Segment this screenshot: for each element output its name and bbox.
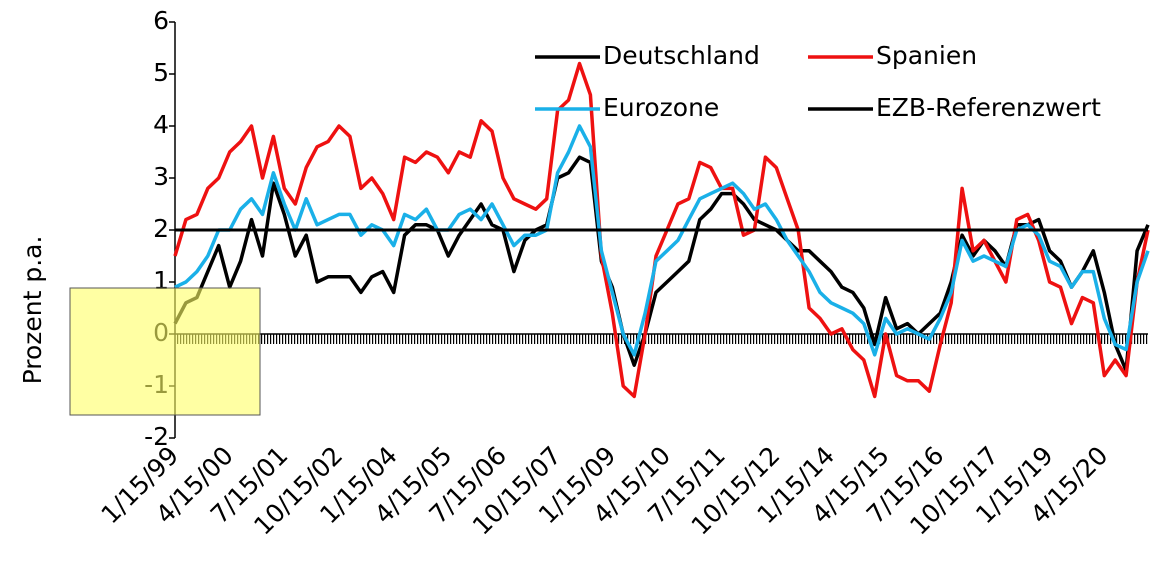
highlight-box	[69, 287, 261, 416]
legend-label: EZB-Referenzwert	[876, 93, 1101, 122]
y-tick-label: -2	[144, 422, 169, 451]
y-tick-label: 4	[153, 110, 169, 139]
series-line	[173, 61, 1150, 399]
y-tick-label: 3	[153, 162, 169, 191]
series-line	[174, 124, 1150, 357]
legend-label: Deutschland	[603, 41, 760, 70]
x-axis-ticks	[175, 334, 1148, 344]
y-axis-label: Prozent p.a.	[18, 236, 47, 385]
y-tick-label: 5	[153, 58, 169, 87]
legend-label: Spanien	[876, 41, 977, 70]
y-tick-label: 6	[153, 6, 169, 35]
y-tick-label: 2	[153, 214, 169, 243]
legend-label: Eurozone	[603, 93, 719, 122]
